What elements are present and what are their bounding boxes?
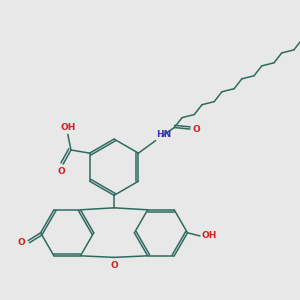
Text: O: O (110, 261, 118, 270)
Text: HN: HN (156, 130, 172, 139)
Text: OH: OH (202, 231, 217, 240)
Text: O: O (18, 238, 26, 247)
Text: O: O (58, 167, 65, 176)
Text: O: O (193, 124, 200, 134)
Text: OH: OH (60, 123, 76, 132)
